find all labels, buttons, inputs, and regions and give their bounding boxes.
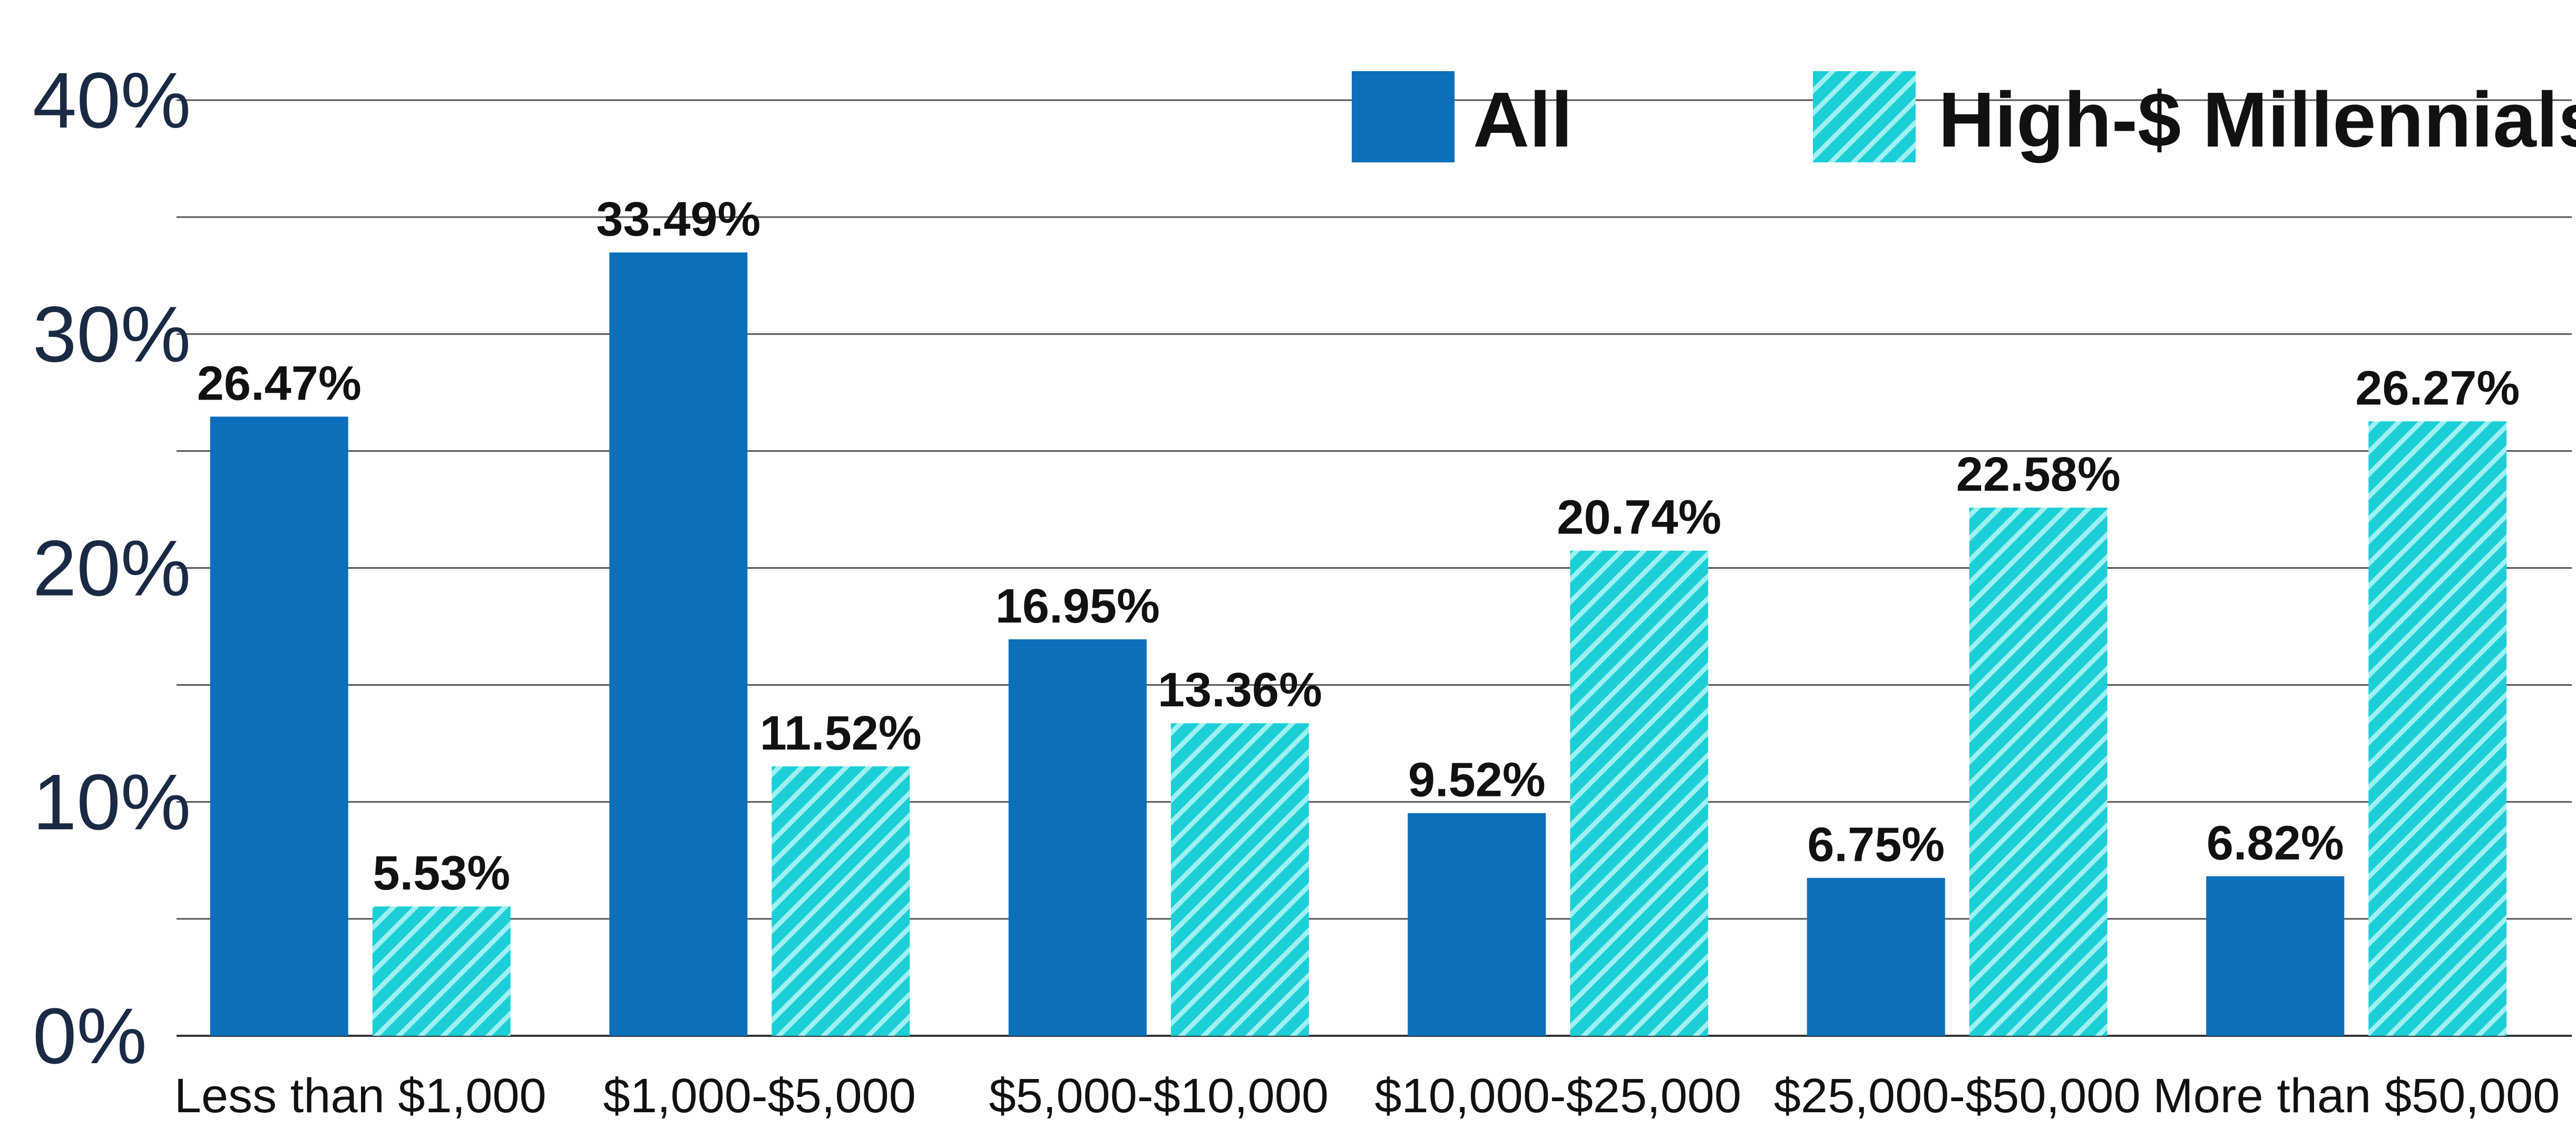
data-label: 5.53% bbox=[373, 847, 510, 900]
bar-all bbox=[1408, 813, 1546, 1036]
y-tick-label: 10% bbox=[33, 757, 191, 846]
x-tick-label: $1,000-$5,000 bbox=[603, 1069, 916, 1123]
data-label: 33.49% bbox=[596, 192, 760, 246]
data-label: 6.82% bbox=[2207, 816, 2344, 870]
y-axis-ticks: 0% 10% 20% 30% 40% bbox=[33, 56, 191, 1080]
data-label: 22.58% bbox=[1956, 448, 2121, 501]
legend-label-high-millennials: High-$ Millennials bbox=[1938, 76, 2576, 163]
bar-high-millennials bbox=[2368, 421, 2507, 1036]
data-label: 9.52% bbox=[1408, 753, 1546, 807]
bar-high-millennials bbox=[1570, 550, 1709, 1036]
data-labels: 26.47% 5.53% 33.49% 11.52% 16.95% 13.36% 9.52%… bbox=[197, 192, 2520, 900]
data-label: 26.47% bbox=[197, 356, 362, 410]
x-tick-label: $25,000-$50,000 bbox=[1774, 1069, 2141, 1123]
bar-all bbox=[210, 416, 348, 1036]
legend: All High-$ Millennials bbox=[1352, 71, 2576, 163]
bar-high-millennials bbox=[372, 906, 511, 1036]
bar-all bbox=[2206, 876, 2345, 1036]
legend-label-all: All bbox=[1473, 76, 1573, 163]
legend-swatch-all bbox=[1352, 71, 1455, 162]
y-tick-label: 0% bbox=[33, 992, 147, 1080]
data-label: 13.36% bbox=[1158, 663, 1322, 717]
legend-swatch-high-millennials bbox=[1813, 71, 1916, 162]
bar-all bbox=[609, 252, 748, 1036]
x-tick-label: More than $50,000 bbox=[2153, 1069, 2560, 1123]
bar-all bbox=[1008, 639, 1147, 1036]
bar-all bbox=[1807, 878, 1945, 1036]
bar-high-millennials bbox=[1969, 508, 2107, 1036]
y-tick-label: 30% bbox=[33, 290, 191, 378]
bar-high-millennials bbox=[1170, 723, 1309, 1036]
x-tick-label: Less than $1,000 bbox=[174, 1069, 547, 1123]
x-axis-categories: Less than $1,000 $1,000-$5,000 $5,000-$10,… bbox=[174, 1069, 2560, 1123]
data-label: 16.95% bbox=[996, 579, 1160, 633]
x-tick-label: $10,000-$25,000 bbox=[1374, 1069, 1741, 1123]
bar-high-millennials bbox=[772, 766, 910, 1036]
y-tick-label: 40% bbox=[33, 56, 191, 144]
bars bbox=[210, 252, 2507, 1036]
data-label: 6.75% bbox=[1807, 818, 1945, 871]
data-label: 20.74% bbox=[1557, 491, 1721, 545]
y-tick-label: 20% bbox=[33, 524, 191, 613]
data-label: 11.52% bbox=[760, 706, 922, 760]
x-tick-label: $5,000-$10,000 bbox=[989, 1069, 1329, 1123]
data-label: 26.27% bbox=[2355, 361, 2520, 415]
